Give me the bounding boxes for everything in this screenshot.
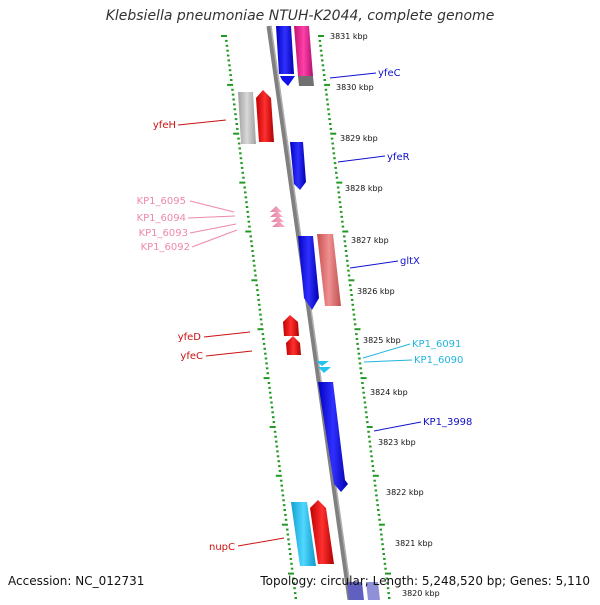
label-yfeC-bottom: yfeC: [180, 351, 203, 362]
label-yfeC-top: yfeC: [378, 68, 401, 79]
accession-text: Accession: NC_012731: [8, 574, 145, 588]
gene-KP1_6094: [270, 211, 283, 217]
scale-label-3829: 3829 kbp: [340, 134, 378, 143]
label-KP1_6091: KP1_6091: [412, 339, 461, 350]
scale-label-3826: 3826 kbp: [357, 287, 395, 296]
genome-backbone-highlight: [270, 25, 353, 601]
gene-KP1_6091: [316, 361, 329, 366]
label-nupC: nupC: [209, 542, 235, 553]
gene-cyan-nupC-adjacent: [291, 502, 316, 566]
gene-bottom-partial-1: [347, 582, 364, 600]
leader-nupC: [237, 537, 285, 547]
leader-yfeH: [177, 119, 227, 126]
leader-yfeC-top: [329, 72, 377, 79]
gene-KP1_6093: [271, 216, 284, 222]
scale-labels: 3831 kbp 3830 kbp 3829 kbp 3828 kbp 3827…: [330, 32, 440, 598]
gene-blue-top-arrow: [280, 76, 295, 86]
label-KP1_6095: KP1_6095: [137, 196, 186, 207]
right-scale-ticks: [318, 35, 391, 599]
leader-KP1_6092: [191, 229, 238, 248]
gene-KP1_6095: [270, 206, 282, 212]
gene-yfeC-bottom: [286, 336, 301, 355]
genome-backbone: [266, 25, 353, 601]
scale-label-3824: 3824 kbp: [370, 388, 408, 397]
gene-grey-yfeH: [238, 92, 256, 144]
gene-nupC: [310, 500, 334, 564]
label-yfeH: yfeH: [153, 120, 176, 131]
gene-yfeD: [283, 315, 299, 336]
label-KP1_6090: KP1_6090: [414, 355, 463, 366]
scale-label-3821: 3821 kbp: [395, 539, 433, 548]
label-KP1_6093: KP1_6093: [139, 228, 188, 239]
leader-yfeR: [337, 155, 386, 163]
label-leader-lines: [177, 72, 422, 547]
page-title: Klebsiella pneumoniae NTUH-K2044, comple…: [105, 8, 495, 24]
gene-KP1_3998: [318, 382, 348, 492]
label-KP1_6094: KP1_6094: [137, 213, 186, 224]
gene-yfeH: [256, 90, 274, 142]
scale-label-3820: 3820 kbp: [402, 589, 440, 598]
leader-KP1_6095: [189, 200, 235, 213]
label-KP1_3998: KP1_3998: [423, 417, 472, 428]
leader-yfeD: [203, 331, 251, 338]
left-scale-ticks: [221, 35, 297, 599]
leader-gltX: [349, 260, 399, 269]
label-yfeR: yfeR: [387, 152, 410, 163]
track-band: [218, 30, 387, 600]
leader-KP1_6090: [363, 359, 413, 363]
label-gltX: gltX: [400, 256, 420, 267]
leader-KP1_6091: [362, 343, 411, 359]
scale-label-3825: 3825 kbp: [363, 336, 401, 345]
leader-KP1_3998: [373, 421, 422, 432]
scale-label-3831: 3831 kbp: [330, 32, 368, 41]
scale-label-3822: 3822 kbp: [386, 488, 424, 497]
scale-label-3830: 3830 kbp: [336, 83, 374, 92]
gene-magenta-top: [294, 26, 313, 76]
gene-bottom-partial-2: [366, 582, 380, 600]
gene-grey-cap: [298, 76, 314, 86]
leader-KP1_6093: [189, 223, 237, 234]
gene-gltX: [317, 234, 341, 306]
gene-KP1_6090: [318, 367, 331, 373]
scale-label-3823: 3823 kbp: [378, 438, 416, 447]
label-yfeD: yfeD: [178, 332, 202, 343]
scale-label-3827: 3827 kbp: [351, 236, 389, 245]
leader-KP1_6094: [187, 215, 236, 219]
label-KP1_6092: KP1_6092: [141, 242, 190, 253]
gene-features: [238, 26, 380, 600]
scale-label-3828: 3828 kbp: [345, 184, 383, 193]
gene-yfeR: [290, 142, 306, 190]
gene-name-labels: yfeC yfeH yfeR KP1_6095 KP1_6094 KP1_609…: [137, 68, 473, 553]
gene-blue-gltX-adjacent: [298, 236, 319, 310]
gene-blue-top: [276, 26, 294, 74]
leader-yfeC-bottom: [205, 350, 253, 357]
gene-KP1_6092: [272, 221, 285, 227]
topology-text: Topology: circular; Length: 5,248,520 bp…: [260, 574, 590, 588]
